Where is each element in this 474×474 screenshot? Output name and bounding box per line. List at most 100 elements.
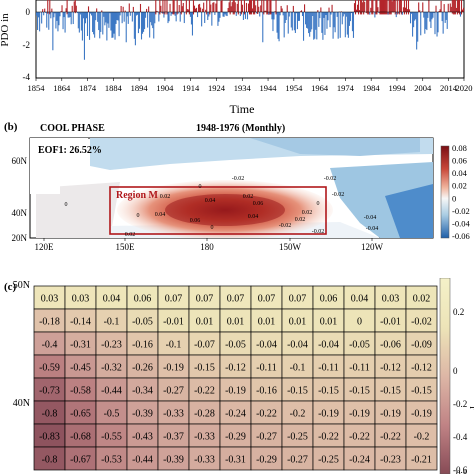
pdo-bar [112, 12, 114, 38]
pdo-bar [239, 12, 241, 17]
pdo-bar [226, 12, 228, 17]
panel-c-colorbar-label: r [467, 406, 474, 410]
pdo-bar [98, 12, 100, 31]
pdo-bar [417, 12, 419, 42]
pdo-bar [418, 2, 420, 12]
pdo-bar [366, 0, 368, 14]
colorbar-tick-label: -0.8 [453, 469, 468, 474]
pdo-bar [256, 12, 258, 14]
pdo-bar [127, 12, 129, 24]
cell-value: -0.12 [411, 363, 432, 374]
cell-value: 0.04 [103, 294, 121, 305]
pdo-bar [439, 9, 441, 12]
pdo-bar [209, 0, 211, 15]
lon-ticks: 120E 150E 180 150W 120W [35, 238, 384, 252]
pdo-bar [300, 10, 303, 12]
cell-value: -0.27 [256, 432, 277, 443]
contour-label: -0.02 [324, 176, 337, 182]
lon-tick-label: 120E [35, 242, 55, 252]
pdo-bar [187, 9, 189, 12]
pdo-bar [109, 12, 111, 14]
pdo-bar [265, 10, 267, 12]
pdo-bar [438, 11, 440, 12]
pdo-bar [284, 12, 286, 24]
pdo-bar [352, 12, 355, 38]
pdo-bar [264, 10, 266, 12]
pdo-bar [398, 0, 400, 15]
pdo-bar [155, 0, 157, 15]
contour-label: -0.02 [332, 192, 345, 198]
pdo-bar [198, 4, 200, 12]
pdo-bar [114, 12, 116, 40]
cell-value: -0.32 [101, 363, 122, 374]
pdo-bar [444, 12, 446, 23]
xtick-label: 1954 [285, 83, 303, 93]
cell-value: -0.22 [194, 386, 215, 397]
cell-value: -0.65 [70, 409, 91, 420]
pdo-bar [270, 0, 272, 15]
pdo-bar [122, 6, 124, 12]
lon-tick-label: 150W [279, 242, 302, 252]
pdo-bar [99, 12, 101, 39]
pdo-bar [290, 12, 292, 28]
pdo-bar [159, 0, 161, 15]
pdo-bar [412, 12, 414, 37]
cell-value: -0.11 [318, 363, 338, 374]
lat-tick-label: 40N [12, 208, 28, 218]
panel-a-xticks: 1854 1864 1874 1884 1894 1904 1914 1924 1934 1944… [28, 78, 473, 93]
pdo-bar [339, 12, 341, 38]
pdo-bar [204, 12, 206, 24]
pdo-bar [460, 0, 463, 15]
pdo-bar [169, 3, 171, 13]
ytick-label: 2 [26, 0, 31, 2]
cell-value: -0.22 [380, 432, 401, 443]
cell-value: -0.09 [411, 340, 432, 351]
contour-label: 0 [65, 202, 68, 208]
pdo-bar [388, 0, 390, 15]
pdo-bar [163, 12, 165, 18]
pdo-bar [147, 12, 149, 28]
pdo-bar [240, 0, 242, 15]
cell-value: 0.03 [41, 294, 59, 305]
pdo-bar [350, 12, 352, 14]
pdo-bar [288, 12, 290, 17]
pdo-bar [57, 12, 59, 32]
pdo-bar [337, 12, 339, 39]
pdo-bar [177, 12, 179, 14]
pdo-bar [71, 5, 73, 12]
pdo-bar [72, 12, 74, 25]
pdo-bar [164, 0, 166, 15]
pdo-bar [144, 12, 146, 30]
pdo-bar [358, 0, 360, 15]
pdo-bar [138, 12, 141, 29]
pdo-bar [188, 0, 190, 15]
pdo-bar [200, 7, 202, 12]
pdo-bar [190, 12, 192, 25]
pdo-bar [426, 12, 428, 31]
cell-value: -0.12 [225, 363, 246, 374]
cell-value: -0.19 [411, 409, 432, 420]
pdo-bar [292, 5, 294, 12]
cell-value: 0.03 [382, 294, 400, 305]
panel-c-correlation-table: (c) 0.03 0.03 0.04 0.06 0.07 0.07 0.07 0.07 0.07… [4, 278, 474, 474]
pdo-bar [331, 4, 333, 12]
pdo-bar [66, 0, 68, 15]
pdo-bar [281, 8, 283, 12]
panel-b-eof-map: (b) COOL PHASE 1948-1976 (Monthly) [4, 121, 470, 252]
cell-value: 0.01 [227, 317, 245, 328]
pdo-bar [63, 12, 65, 18]
pdo-bar [320, 7, 322, 12]
pdo-bar [348, 12, 350, 26]
pdo-bar [129, 12, 131, 16]
pdo-bar [145, 12, 147, 18]
cell-value: -0.8 [42, 409, 58, 420]
pdo-bar [259, 12, 261, 17]
pdo-bar [447, 3, 449, 12]
panel-c-colorbar [439, 278, 451, 474]
pdo-bar [199, 3, 201, 12]
cell-value: -0.22 [256, 409, 277, 420]
cell-value: 0.01 [320, 317, 338, 328]
pdo-bar [192, 0, 195, 15]
pdo-bar [229, 0, 231, 15]
pdo-bar [74, 0, 76, 14]
